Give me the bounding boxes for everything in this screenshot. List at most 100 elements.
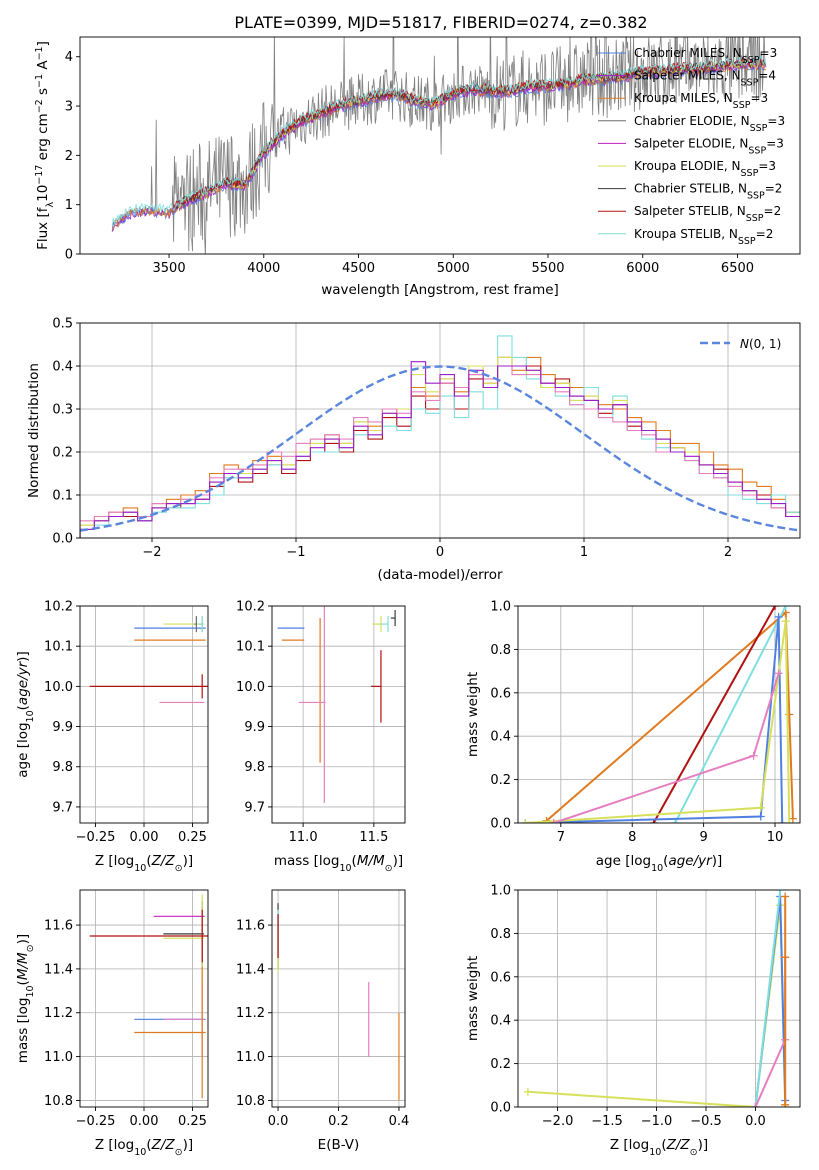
age_vs_mass-xlabel-part: )] [393,853,404,869]
mass_vs_Z-ytick-label: 11.4 [44,962,73,977]
legend-entry-part: SSP [746,213,764,224]
spectrum-ytick-label: 0 [65,248,73,263]
spectrum-ylabel-part: −1 [34,46,45,60]
weight-marker [771,606,780,610]
weight_vs_age-xlabel-part: 10 [651,863,663,874]
weight-marker [781,892,790,901]
spectrum-xtick-label: 4500 [342,261,375,276]
weight_vs_Z-xlabel-part: Z [log [610,1137,649,1153]
residuals-legend-entry: N(0, 1) [740,337,781,351]
weight_vs_age-ytick-label: 0.0 [490,817,511,832]
legend-entry-part: Kroupa MILES, [634,91,724,105]
spectrum-ylabel-part: Flux [f [35,206,51,250]
age_vs_Z-ytick-label: 10.1 [44,640,73,655]
mass_vs_EBV-xtick-label: 0.4 [389,1114,410,1129]
legend-entry-part: N [738,182,747,196]
weight_vs_Z-xlabel-part: 10 [649,1147,661,1158]
residuals-legend-entry-part: (0, 1) [749,337,781,351]
age_vs_Z-ytick-label: 9.9 [52,720,73,735]
mass_vs_Z-axes: −0.25 0.00 0.25 10.8 11.0 11.2 11.4 11.6 [44,890,208,1129]
weight_vs_age-xlabel-part: ( [663,853,668,869]
weight-marker [671,819,680,823]
weight_vs_age-xlabel-part: )] [712,853,723,869]
spectrum-ylabel-part: s [35,88,51,99]
weight-line-kroupa-stelib [674,606,787,823]
mass_vs_Z-xlabel-part: ⊙ [175,1147,183,1158]
legend-entry-part: =4 [758,69,776,83]
weight_vs_Z-xtick-label: 0.0 [745,1114,766,1129]
residuals-xtick-label: 1 [580,545,588,560]
histogram-kroupa-miles [80,356,800,538]
residuals-ytick-label: 0.2 [52,446,73,461]
age_vs_mass-ytick-label: 9.8 [244,760,265,775]
age_vs_mass-xlabel-part: mass [log [274,853,340,869]
legend-entry-part: Kroupa ELODIE, [634,159,732,173]
normal-curve-line [80,365,800,532]
age_vs_Z-xtick-label: 0.00 [130,830,159,845]
age_vs_mass-xtick-label: 11.5 [359,830,388,845]
legend-entry-part: Chabrier STELIB, [634,182,738,196]
weight-line-kroupa-elodie [525,621,791,823]
residuals-ytick-label: 0.1 [52,489,73,504]
legend-entry-part: =3 [760,46,778,60]
mass_vs_EBV-xtick-label: 0.0 [268,1114,289,1129]
legend-entry-part: N [732,69,741,83]
mass_vs_Z-xlabel-part: Z [log [95,1137,134,1153]
weight-line-chabrier-miles [525,616,784,823]
spectrum-frame [79,36,801,255]
mass_vs_Z-xlabel-part: )] [183,1137,194,1153]
mass_vs_Z-xlabel-part: ( [146,1137,151,1153]
age_vs_mass-ytick-label: 9.9 [244,720,265,735]
weight_vs_Z-xlabel-part: ( [661,1137,666,1153]
age_vs_mass-xtick-label: 11.0 [289,830,318,845]
age_vs_mass-ytick-label: 10.2 [236,600,265,615]
legend-entry-part: =3 [750,91,768,105]
age_vs_mass-xlabel-part: 10 [339,863,351,874]
weight-marker [781,1100,790,1107]
mass_vs_EBV-ytick-label: 11.4 [236,962,265,977]
legend-entry-part: N [724,91,733,105]
age_vs_Z-xlabel-part: ⊙ [175,863,183,874]
age_vs_mass-ytick-label: 10.1 [236,640,265,655]
residuals-ytick-label: 0.5 [52,317,73,332]
age_vs_Z-ylabel: age [log10(age/yr)] [15,651,36,777]
weight_vs_Z-xtick-label: −0.5 [690,1114,722,1129]
legend-entry-part: N [737,204,746,218]
age_vs_Z-ytick-label: 9.7 [52,800,73,815]
legend-entry: Chabrier MILES, NSSP=3 [634,46,777,66]
mass_vs_EBV-xlabel: E(B-V) [318,1137,360,1153]
weight_vs_age-ytick-label: 0.8 [490,643,511,658]
weight_vs_age-ytick-label: 1.0 [490,600,511,615]
legend-entry-part: =3 [758,159,776,173]
residuals-ytick-label: 0.3 [52,403,73,418]
weight-line-kroupa-miles [545,610,794,822]
weight_vs_Z-xtick-label: −1.0 [641,1114,673,1129]
spectrum-ylabel-part: −17 [34,165,45,185]
weight_vs_Z-xlabel-part: )] [698,1137,709,1153]
legend-entry-part: =2 [764,204,782,218]
legend-entry-part: SSP [750,122,768,133]
legend-entry-part: Chabrier ELODIE, [634,114,741,128]
mass_vs_Z-xlabel-part: 10 [134,1147,146,1158]
age_vs_Z-ylabel-part: age [log [15,722,31,777]
age_vs_mass-errorbars [277,606,396,803]
age_vs_Z-ytick-label: 10.2 [44,600,73,615]
mass_vs_Z-ylabel-part: mass [log [15,998,31,1064]
legend-entry-part: =3 [767,114,785,128]
weight_vs_age-xtick-label: 10 [767,830,784,845]
legend-entry-part: SSP [733,100,751,111]
spectrum-ylabel-part: erg cm [35,113,51,164]
weight-marker [749,751,758,760]
residuals-legend-entry-part: N [740,337,749,351]
weight_vs_Z-ytick-label: 0.2 [490,1057,511,1072]
legend-entry-part: N [739,136,748,150]
mass_vs_Z-ytick-label: 11.6 [44,919,73,934]
age_vs_mass-xlabel-part: ⊙ [385,863,393,874]
weight-marker [781,617,790,626]
spectrum-ytick-label: 4 [65,50,73,65]
residuals-xtick-label: 0 [436,545,444,560]
weight_vs_Z-ytick-label: 0.4 [490,1014,511,1029]
weight-marker [781,953,790,962]
weight-marker [523,1087,532,1096]
weight_vs_age-xtick-label: 7 [557,830,565,845]
